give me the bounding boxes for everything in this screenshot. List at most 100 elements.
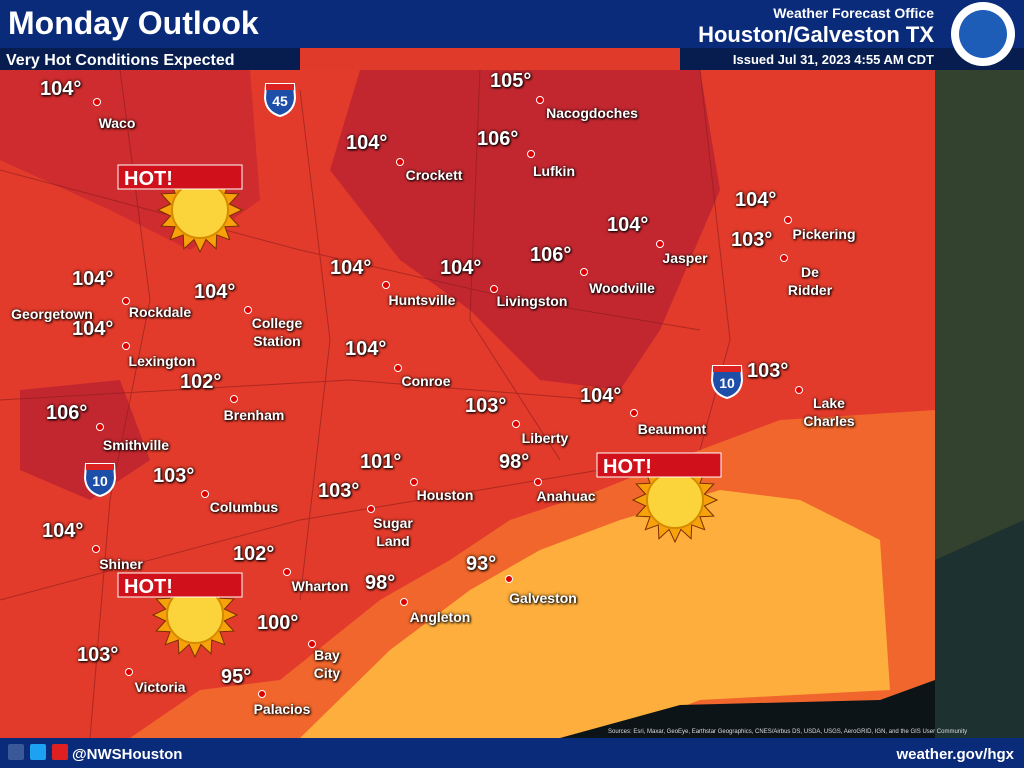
credits: Sources: Esri, Maxar, GeoEye, Earthstar … (608, 729, 967, 735)
temperature: 106° (46, 402, 88, 424)
hot-icon: HOT! (117, 164, 244, 254)
temperature: 103° (153, 465, 195, 487)
hot-banner (117, 164, 243, 190)
temperature: 103° (731, 229, 773, 251)
nws-logo-inner (959, 10, 1007, 58)
subtitle-bar (0, 48, 300, 70)
city-dot (394, 364, 402, 372)
temperature: 104° (72, 318, 114, 340)
city-dot (410, 478, 418, 486)
interstate-number: 10 (92, 473, 108, 489)
shield-body (263, 83, 297, 118)
city-name: Shiner (99, 556, 143, 572)
city-name: Lufkin (533, 163, 575, 179)
heat-extreme (330, 70, 720, 390)
satellite-water (935, 520, 1024, 738)
city-name: Galveston (509, 590, 577, 606)
sun (646, 471, 704, 529)
city-name: Smithville (102, 437, 170, 453)
city-dot (784, 216, 792, 224)
shield-body (83, 463, 117, 498)
temperature: 106° (477, 128, 519, 150)
city-dot (201, 490, 209, 498)
temperature: 104° (607, 214, 649, 236)
city-dot (258, 690, 266, 698)
header-bar (0, 0, 1024, 48)
city-dot (244, 306, 252, 314)
temperature: 103° (465, 395, 507, 417)
temperature: 104° (346, 132, 388, 154)
city-dot (382, 281, 390, 289)
city-name: Houston (416, 487, 474, 503)
city-dot (122, 342, 130, 350)
social-handle[interactable]: @NWSHouston (72, 746, 182, 763)
city-name: Sugar Land (373, 515, 413, 549)
hot-icon: HOT! (117, 571, 243, 659)
heat-extreme (20, 380, 150, 500)
temperature: 93° (466, 553, 497, 575)
city-name: Georgetown (11, 306, 93, 322)
county-lines (0, 69, 731, 739)
city-name: Woodville (589, 280, 655, 296)
city-dot (125, 668, 133, 676)
temperature: 104° (72, 268, 114, 290)
issued-bar (680, 48, 1024, 70)
shield-top (713, 366, 741, 372)
sun (171, 181, 229, 239)
office: Weather Forecast Office (773, 5, 934, 21)
city-name: Bay City (313, 647, 341, 681)
city-name: Crockett (405, 167, 463, 183)
hot-label: HOT! (124, 576, 173, 598)
city-name: College Station (251, 315, 303, 349)
city-name: Angleton (409, 609, 471, 625)
city-name: Liberty (521, 430, 569, 446)
interstate-number: 45 (272, 93, 288, 109)
website[interactable]: weather.gov/hgx (895, 746, 1014, 763)
city-name: Livingston (496, 293, 568, 309)
city-dot (396, 158, 404, 166)
city-name: Huntsville (388, 292, 456, 308)
temperature: 102° (233, 543, 275, 565)
city-name: De Ridder (787, 264, 833, 298)
city-name: Brenham (223, 407, 285, 423)
temperature: 98° (365, 572, 396, 594)
temperature: 104° (42, 520, 84, 542)
city-name: Rockdale (128, 304, 192, 320)
city-dot (505, 575, 513, 583)
city-dot (780, 254, 788, 262)
gulf-edge (560, 680, 935, 738)
interstate-shield: 10 (710, 365, 744, 400)
temperature: 98° (499, 451, 530, 473)
city-name: Waco (98, 115, 136, 131)
youtube-icon[interactable] (52, 744, 68, 760)
subtitle: Very Hot Conditions Expected (6, 52, 234, 69)
temperature: 106° (530, 244, 572, 266)
city-name: Lake Charles (803, 395, 855, 429)
city-dot (96, 423, 104, 431)
facebook-icon[interactable] (8, 744, 24, 760)
temperature: 103° (318, 480, 360, 502)
city-dot (230, 395, 238, 403)
city-name: Nacogdoches (546, 105, 638, 121)
city-name: Jasper (662, 250, 708, 266)
city-dot (656, 240, 664, 248)
hot-banner (117, 572, 243, 598)
temperature: 102° (180, 371, 222, 393)
city-name: Wharton (291, 578, 349, 594)
hot-label: HOT! (124, 168, 173, 190)
twitter-icon[interactable] (30, 744, 46, 760)
title: Monday Outlook (8, 5, 259, 41)
hot-label: HOT! (603, 456, 652, 478)
city-dot (580, 268, 588, 276)
city-name: Pickering (792, 226, 856, 242)
city-name: Conroe (401, 373, 451, 389)
gulf (300, 490, 890, 738)
city-dot (630, 409, 638, 417)
city-name: Palacios (253, 701, 311, 717)
temperature: 105° (490, 70, 532, 92)
city-dot (93, 98, 101, 106)
shield-top (86, 464, 114, 470)
shield-top (266, 84, 294, 90)
hot-banner (596, 452, 722, 478)
